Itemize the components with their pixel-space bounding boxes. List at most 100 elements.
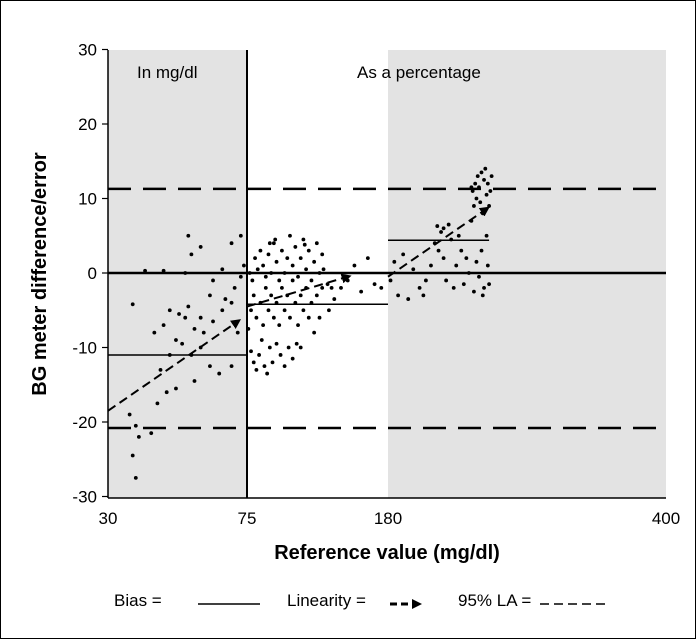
data-point (304, 267, 308, 272)
data-point (379, 286, 384, 290)
data-point (485, 263, 490, 268)
data-point (158, 367, 163, 372)
data-point (301, 237, 306, 242)
data-point (130, 302, 135, 307)
data-point (127, 412, 132, 417)
data-point (263, 286, 268, 290)
data-point (229, 241, 234, 246)
data-point (459, 248, 464, 253)
y-tick-label: 10 (78, 190, 97, 209)
data-point (293, 245, 298, 249)
data-point (249, 349, 253, 354)
data-point (238, 274, 243, 279)
data-point (269, 293, 274, 298)
data-point (164, 390, 169, 395)
data-point (174, 338, 178, 342)
data-point (186, 233, 191, 238)
linearity-arrow (107, 319, 242, 412)
data-point (271, 315, 276, 320)
data-point (232, 286, 237, 290)
data-point (469, 185, 474, 190)
data-point (152, 330, 157, 335)
data-point (288, 233, 292, 238)
data-point (487, 204, 491, 208)
data-point (250, 278, 255, 283)
y-tick-label: 0 (88, 264, 97, 283)
data-point (208, 364, 212, 369)
x-tick-75: 75 (238, 509, 257, 528)
data-point (246, 326, 251, 331)
data-point (479, 170, 484, 175)
data-point (192, 379, 197, 383)
data-point (251, 360, 256, 365)
data-point (143, 268, 147, 273)
data-point (312, 259, 317, 264)
x-axis-title: Reference value (mg/dl) (274, 542, 500, 564)
data-point (278, 353, 283, 357)
data-point (208, 293, 212, 298)
data-point (401, 252, 406, 257)
data-point (314, 241, 319, 246)
data-point (464, 256, 469, 260)
legend-bias-label: Bias = (114, 591, 162, 610)
data-point (149, 431, 154, 436)
data-point (211, 319, 215, 324)
data-point (320, 286, 325, 290)
x-tick-180: 180 (374, 509, 402, 528)
data-point (312, 330, 317, 335)
data-point (365, 256, 370, 260)
data-point (136, 435, 141, 439)
data-point (249, 308, 253, 313)
data-point (161, 268, 166, 273)
data-point (406, 297, 411, 301)
x-tick-30: 30 (99, 509, 118, 528)
data-point (317, 315, 322, 320)
data-point (484, 192, 489, 197)
data-point (478, 200, 483, 205)
region-label-percentage: As a percentage (357, 63, 481, 82)
data-point (321, 267, 326, 272)
data-point (435, 224, 440, 228)
data-point (421, 293, 426, 298)
data-point (488, 189, 493, 193)
data-point (282, 364, 287, 369)
data-point (294, 341, 299, 346)
data-point (489, 174, 494, 179)
x-tick-400: 400 (652, 509, 680, 528)
data-point (314, 293, 319, 298)
data-point (273, 237, 278, 242)
data-point (484, 233, 489, 238)
data-point (198, 315, 203, 320)
data-point (475, 174, 480, 179)
data-point (417, 286, 422, 290)
data-point (451, 286, 456, 290)
data-point (436, 248, 441, 253)
data-point (320, 252, 325, 257)
data-point (296, 323, 300, 328)
data-point (180, 341, 185, 346)
data-point (259, 338, 264, 342)
data-point (269, 271, 274, 275)
data-point (296, 274, 300, 279)
data-point (479, 248, 484, 253)
data-point (396, 293, 401, 298)
data-point (258, 248, 263, 253)
y-tick-label: -10 (72, 339, 97, 358)
linearity-arrows (107, 206, 490, 412)
data-point (286, 345, 291, 350)
data-point (189, 252, 194, 257)
data-point (277, 323, 282, 328)
data-point (474, 259, 479, 264)
data-point (271, 241, 276, 246)
data-point (280, 286, 284, 290)
data-point (274, 259, 279, 264)
data-point (255, 267, 260, 272)
data-point (192, 326, 197, 331)
data-point (280, 248, 284, 253)
data-point (238, 233, 243, 238)
data-point (220, 308, 225, 313)
data-point (186, 304, 191, 309)
data-point (267, 345, 272, 350)
bias-lines (108, 239, 490, 356)
data-point (472, 289, 476, 294)
